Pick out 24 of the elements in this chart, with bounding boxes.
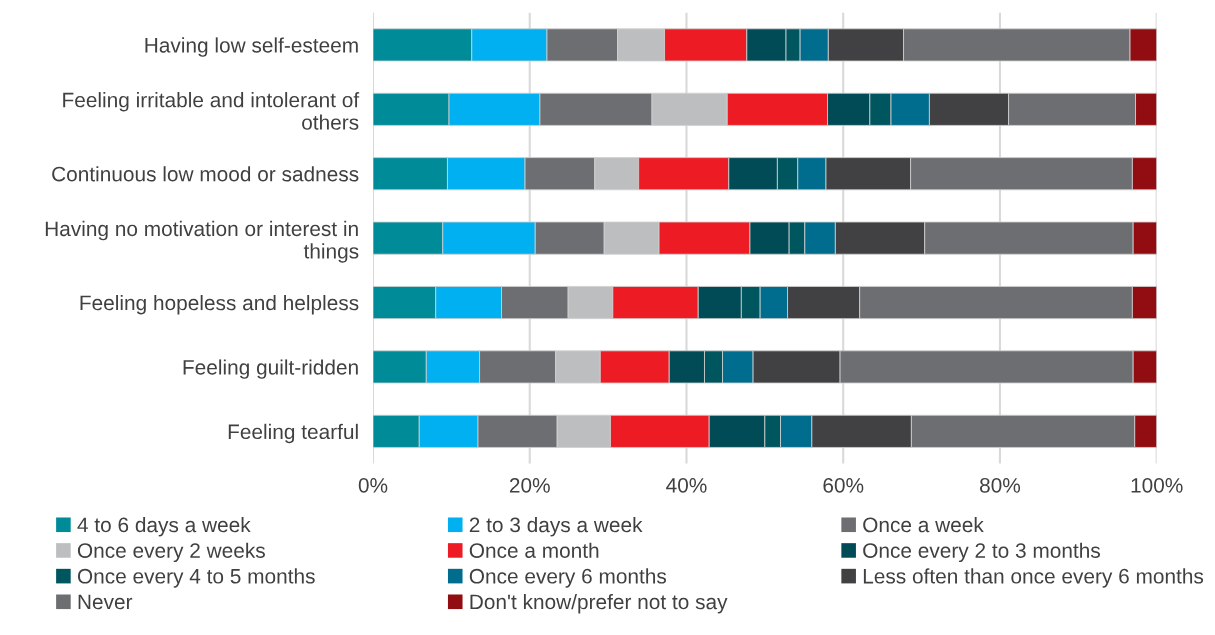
legend-label: Never [78,594,133,610]
x-tick-label: 40% [666,477,707,493]
legend-label: Once a month [469,542,599,558]
y-tick-label: Having no motivation or interest in things [45,220,359,263]
y-tick-label: Having low self-esteem [145,37,358,57]
legend-label: Once every 6 months [469,568,667,588]
y-tick-label: Feeling guilt-ridden [183,359,358,379]
y-tick-label: Feeling tearful [228,423,358,444]
x-tick-label: 80% [980,477,1021,493]
x-tick-label: 0% [358,477,388,493]
legend-label: Once every 4 to 5 months [77,568,315,588]
legend-label: Once every 2 to 3 months [863,542,1100,563]
x-tick-label: 100% [1131,477,1183,493]
legend-label: Don't know/prefer not to say [470,593,728,614]
legend-label: 2 to 3 days a week [469,516,643,537]
x-tick-label: 60% [823,477,864,493]
legend-label: Once every 2 weeks [77,542,265,563]
y-tick-label: Continuous low mood or sadness [52,166,359,182]
y-tick-label: Feeling hopeless and helpless [80,294,359,315]
legend-label: Less often than once every 6 months [863,568,1204,588]
legend-label: Once a week [863,516,984,533]
legend-label: 4 to 6 days a week [77,516,251,537]
x-tick-label: 20% [509,477,550,493]
y-tick-label: Feeling irritable and intolerant of others [63,92,360,130]
